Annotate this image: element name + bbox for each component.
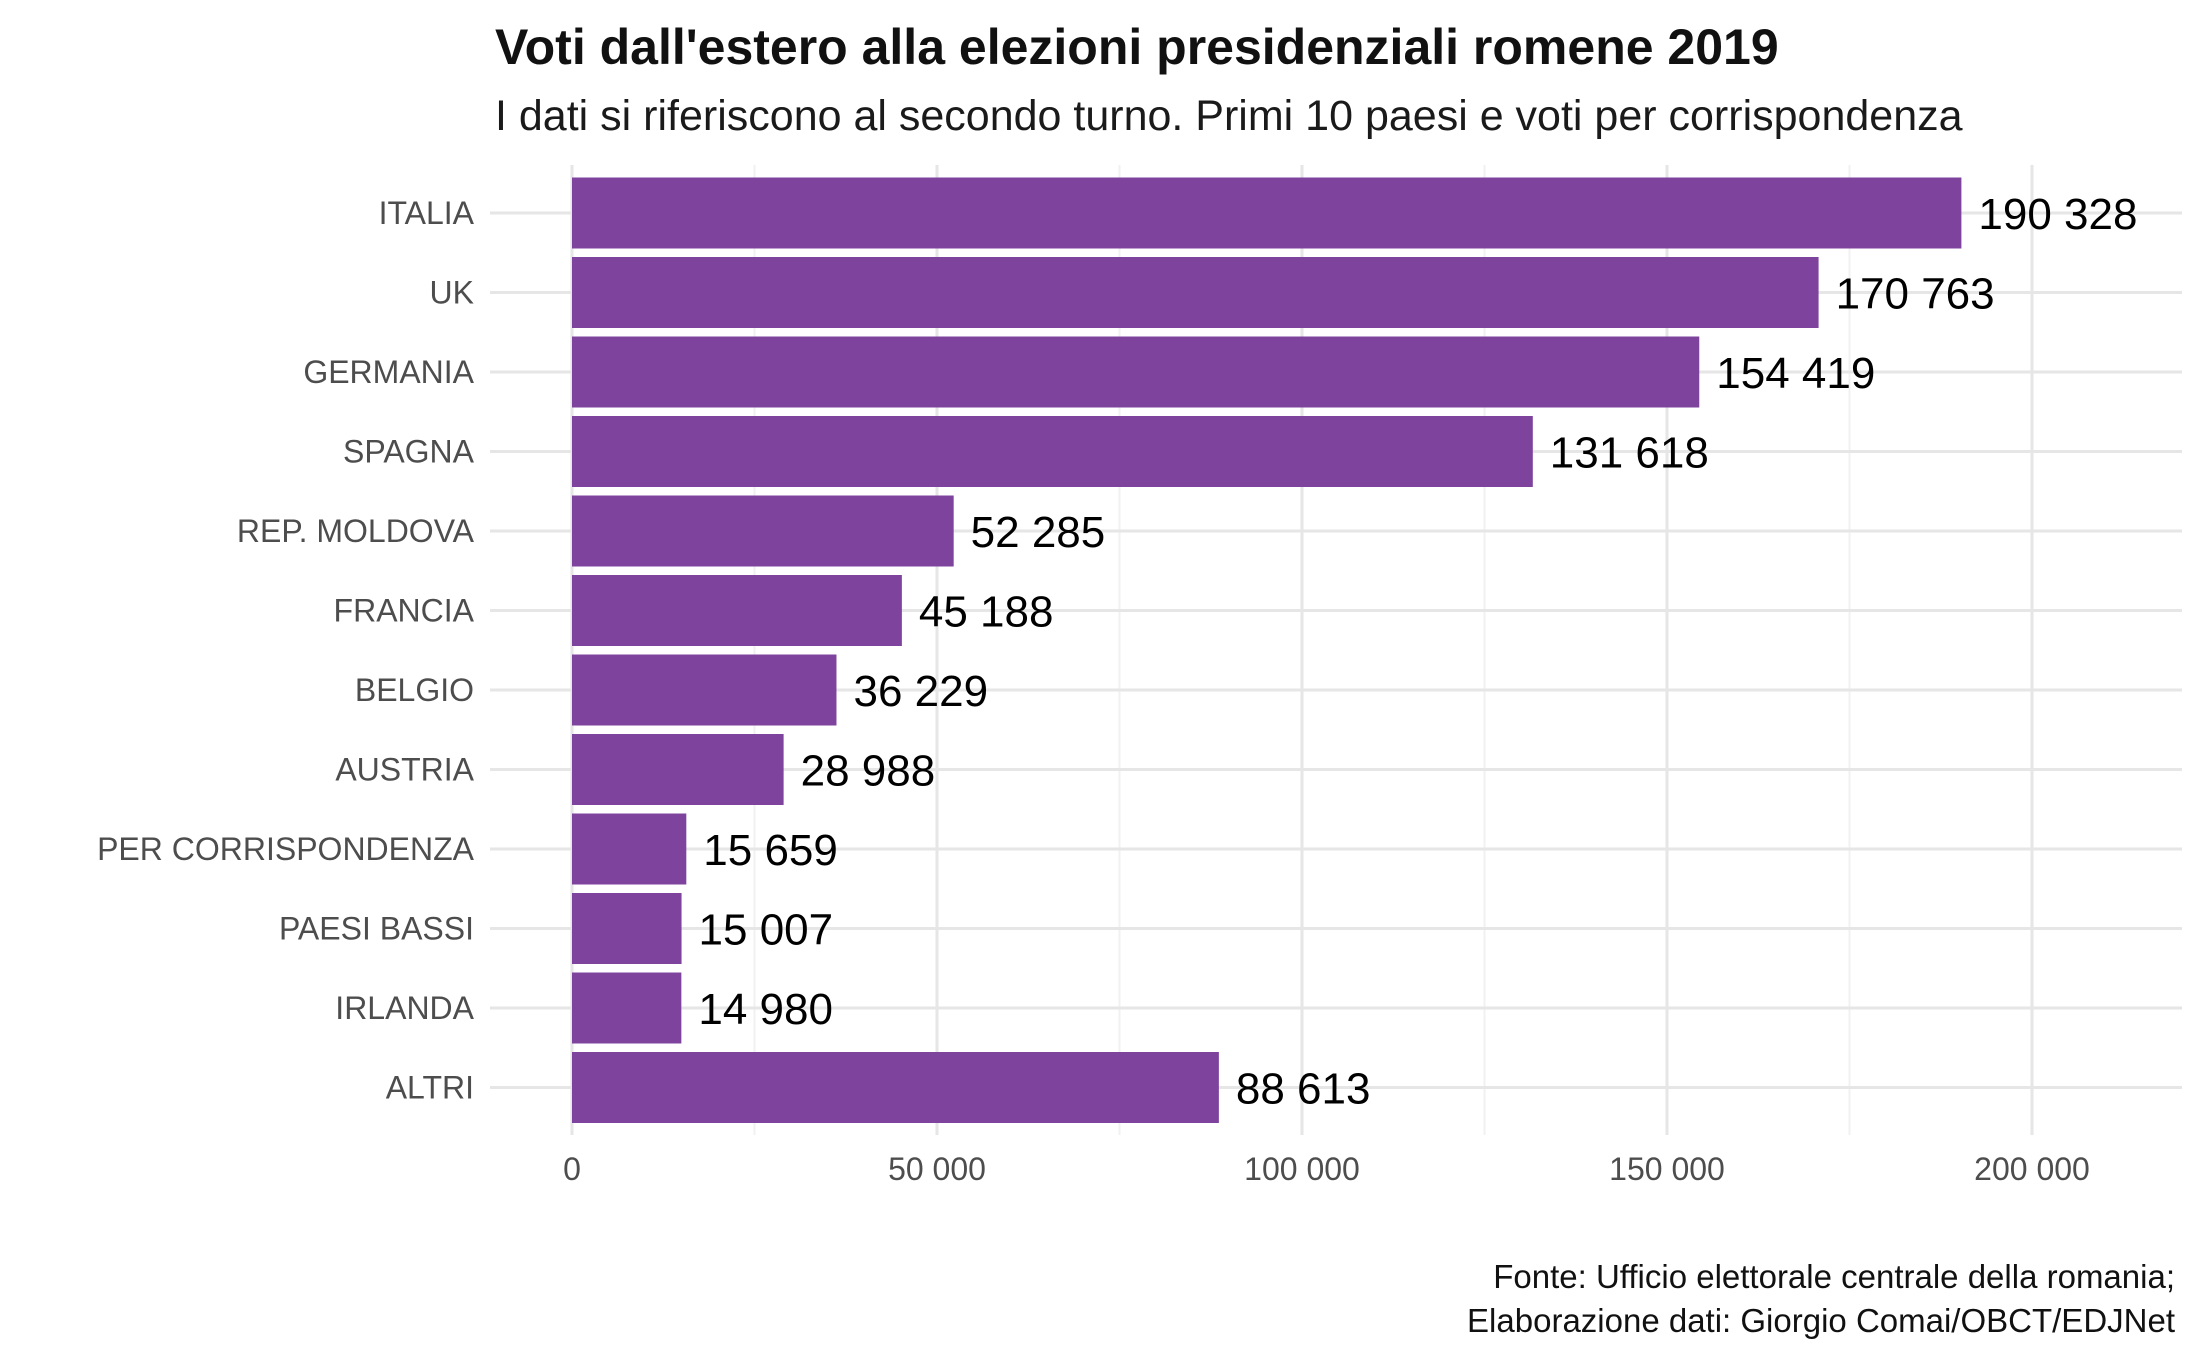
bar <box>572 257 1819 328</box>
value-label: 14 980 <box>698 985 833 1034</box>
category-label: SPAGNA <box>343 434 475 470</box>
category-label: GERMANIA <box>303 354 474 390</box>
value-label: 52 285 <box>971 508 1106 557</box>
value-label: 45 188 <box>919 588 1054 637</box>
bar-chart: ITALIA UK GERMANIA SPAGNA REP. MOLDOVA FRANCI… <box>97 165 2182 1187</box>
bar <box>572 893 682 964</box>
caption-line-2: Elaborazione dati: Giorgio Comai/OBCT/ED… <box>1467 1302 2175 1339</box>
category-labels: ITALIA UK GERMANIA SPAGNA REP. MOLDOVA FRANCI… <box>97 195 475 1106</box>
value-label: 131 618 <box>1550 429 1709 478</box>
x-tick-label: 200 000 <box>1974 1151 2090 1187</box>
value-label: 170 763 <box>1836 270 1995 319</box>
x-tick-label: 100 000 <box>1244 1151 1360 1187</box>
category-label: FRANCIA <box>334 593 475 629</box>
value-label: 15 659 <box>703 826 838 875</box>
source-caption: Fonte: Ufficio elettorale centrale della… <box>1467 1255 2175 1343</box>
category-label: AUSTRIA <box>335 752 474 788</box>
bar <box>572 416 1533 487</box>
category-label: IRLANDA <box>335 990 474 1026</box>
bar <box>572 495 954 567</box>
bar <box>572 813 687 885</box>
bar <box>572 734 784 805</box>
bar <box>572 575 902 646</box>
bar <box>572 654 837 726</box>
category-label: PER CORRISPONDENZA <box>97 831 475 867</box>
value-label: 88 613 <box>1236 1065 1371 1114</box>
bar <box>572 972 682 1044</box>
value-label: 15 007 <box>699 906 834 955</box>
chart-title: Voti dall'estero alla elezioni presidenz… <box>495 19 1779 75</box>
value-label: 190 328 <box>1978 190 2137 239</box>
value-label: 154 419 <box>1716 349 1875 398</box>
bar <box>572 177 1962 249</box>
category-label: ALTRI <box>386 1070 474 1106</box>
category-label: PAESI BASSI <box>279 911 474 947</box>
category-label: REP. MOLDOVA <box>237 513 475 549</box>
value-label: 28 988 <box>801 747 936 796</box>
chart-subtitle: I dati si riferiscono al secondo turno. … <box>495 92 1963 140</box>
caption-line-1: Fonte: Ufficio elettorale centrale della… <box>1493 1258 2175 1295</box>
bar <box>572 336 1700 408</box>
category-label: UK <box>430 275 474 311</box>
category-label: BELGIO <box>355 672 474 708</box>
x-tick-labels: 0 50 000 100 000 150 000 200 000 <box>563 1151 2090 1187</box>
x-tick-label: 150 000 <box>1609 1151 1725 1187</box>
bar <box>572 1052 1219 1123</box>
bars <box>572 177 1962 1123</box>
x-tick-label: 50 000 <box>888 1151 986 1187</box>
category-label: ITALIA <box>379 195 475 231</box>
x-tick-label: 0 <box>563 1151 581 1187</box>
value-label: 36 229 <box>853 667 988 716</box>
